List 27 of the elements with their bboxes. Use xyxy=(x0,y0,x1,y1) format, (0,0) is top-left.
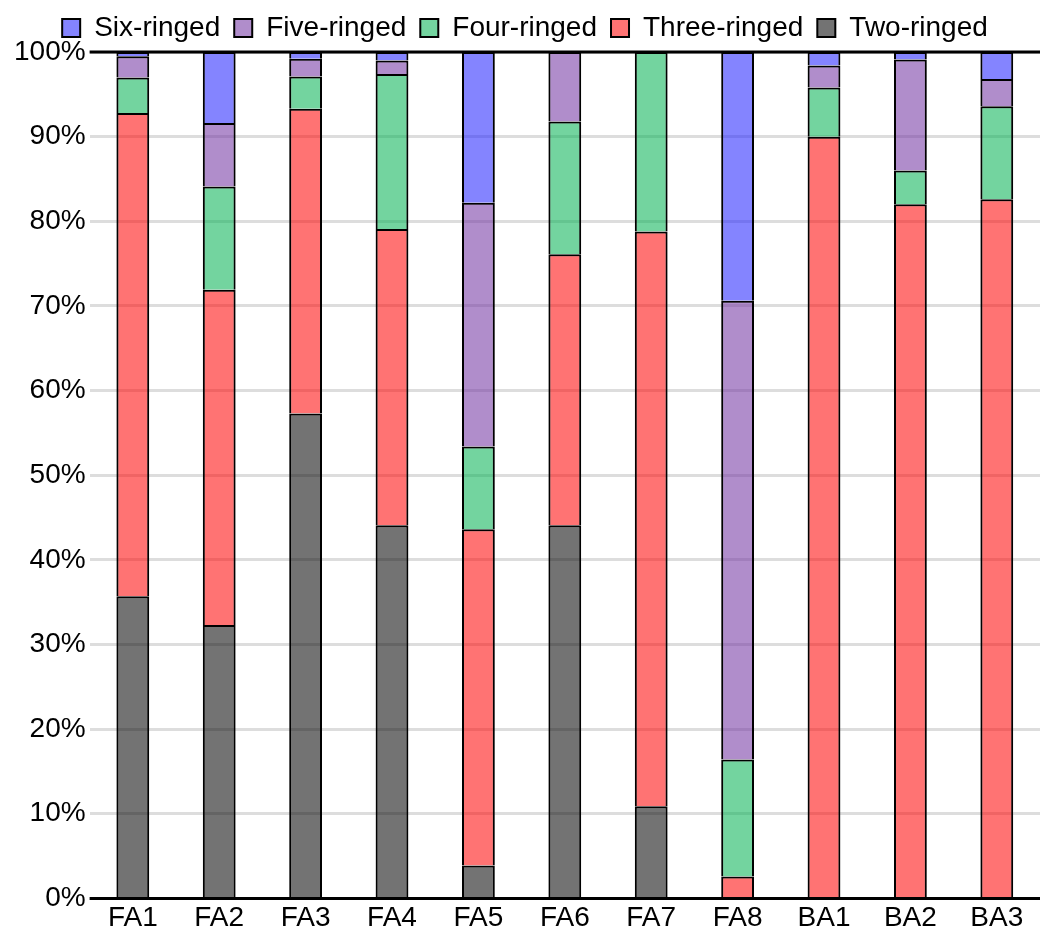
x-tick-label: FA7 xyxy=(626,900,677,932)
legend-label: Three-ringed xyxy=(643,10,804,42)
y-tick-label: 50% xyxy=(29,457,86,489)
legend-label: Six-ringed xyxy=(94,10,221,42)
y-tick-label: 90% xyxy=(29,119,86,151)
x-tick-label: FA2 xyxy=(194,900,245,932)
legend-label: Four-ringed xyxy=(452,10,598,42)
x-tick-label: BA2 xyxy=(883,900,937,932)
y-tick-label: 100% xyxy=(13,34,86,66)
y-tick-label: 20% xyxy=(29,711,86,743)
x-tick-label: BA1 xyxy=(797,900,851,932)
x-tick-label: FA4 xyxy=(367,900,417,932)
x-tick-label: FA8 xyxy=(712,900,763,932)
y-tick-label: 10% xyxy=(29,796,86,828)
y-tick-label: 40% xyxy=(29,542,86,574)
x-tick-label: FA1 xyxy=(107,900,158,932)
y-tick-label: 70% xyxy=(29,288,86,320)
x-tick-label: FA3 xyxy=(280,900,331,932)
x-tick-label: BA3 xyxy=(970,900,1024,932)
x-tick-label: FA6 xyxy=(539,900,590,932)
y-tick-label: 0% xyxy=(45,881,86,913)
y-tick-label: 30% xyxy=(29,627,86,659)
y-tick-label: 60% xyxy=(29,373,86,405)
legend-label: Five-ringed xyxy=(266,10,407,42)
legend-label: Two-ringed xyxy=(849,10,988,42)
y-tick-label: 80% xyxy=(29,204,86,235)
x-tick-label: FA5 xyxy=(453,900,504,932)
